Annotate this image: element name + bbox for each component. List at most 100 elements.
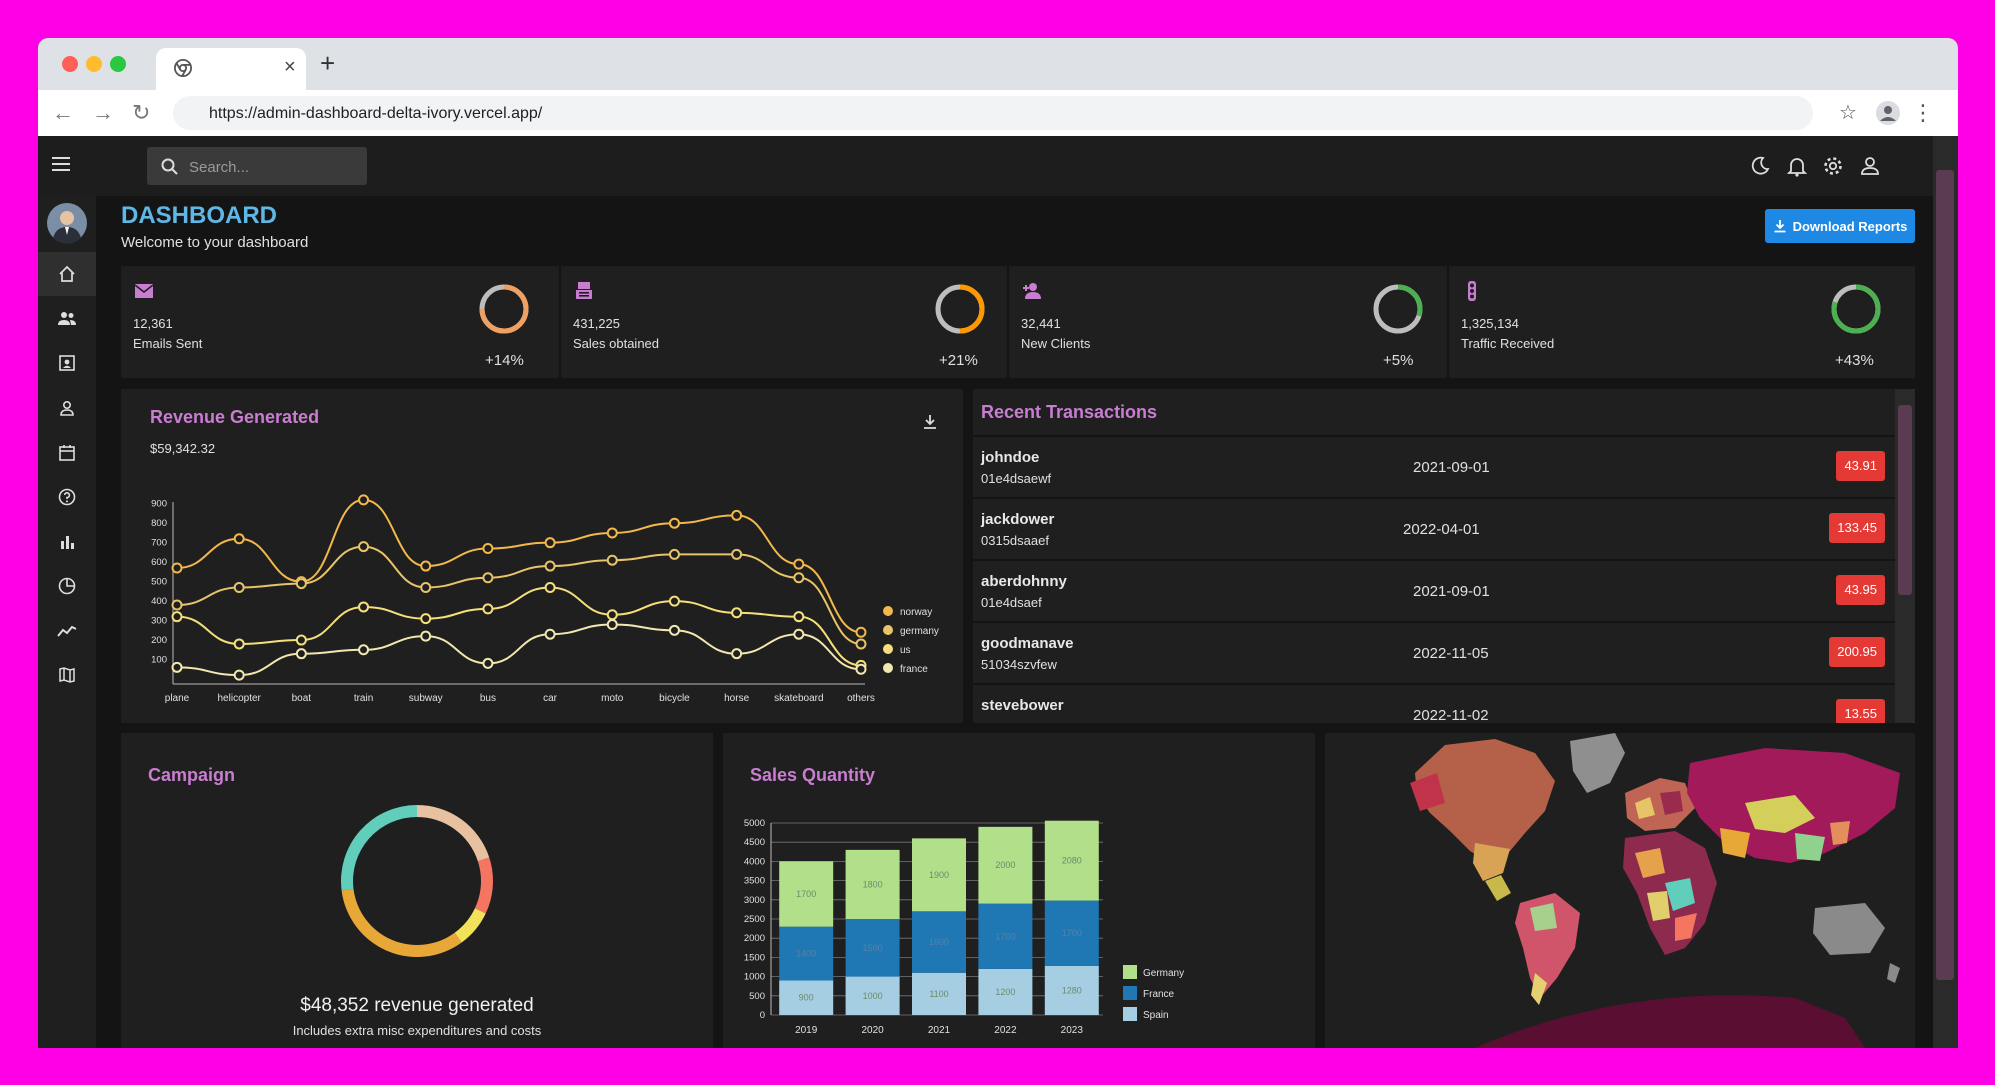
data-point[interactable] (793, 628, 805, 640)
data-point[interactable] (171, 562, 183, 574)
data-point[interactable] (668, 548, 680, 560)
data-point[interactable] (420, 613, 432, 625)
close-tab-icon[interactable]: × (284, 56, 296, 78)
bar-segment-spain[interactable] (779, 980, 834, 1015)
bar-segment-spain[interactable] (978, 968, 1033, 1015)
data-point[interactable] (731, 607, 743, 619)
data-point[interactable] (793, 558, 805, 570)
data-point[interactable] (606, 618, 618, 630)
bar-segment-spain[interactable] (845, 976, 900, 1015)
data-point[interactable] (171, 661, 183, 673)
transaction-row[interactable]: goodmanave 51034szvfew 2022-11-05 200.95 (973, 623, 1895, 685)
sidebar-item-faq[interactable] (38, 475, 96, 519)
forward-arrow-icon[interactable]: → (92, 100, 114, 125)
data-point[interactable] (731, 648, 743, 660)
data-point[interactable] (606, 609, 618, 621)
dark-mode-icon[interactable] (1748, 154, 1772, 178)
donut-slice[interactable] (454, 908, 486, 943)
bar-segment-germany[interactable] (912, 838, 966, 912)
sidebar-item-calendar[interactable] (38, 431, 96, 475)
sidebar-item-line-chart[interactable] (38, 609, 96, 653)
data-point[interactable] (793, 572, 805, 584)
bar-segment-germany[interactable] (1044, 820, 1099, 901)
sidebar-item-bar-chart[interactable] (38, 520, 96, 564)
bar-segment-france[interactable] (845, 919, 900, 977)
data-point[interactable] (544, 628, 556, 640)
data-point[interactable] (544, 560, 556, 572)
sidebar-item-geography[interactable] (38, 653, 96, 697)
data-point[interactable] (233, 669, 245, 681)
transaction-row[interactable]: aberdohnny 01e4dsaef 2021-09-01 43.95 (973, 561, 1895, 623)
back-arrow-icon[interactable]: ← (52, 100, 74, 125)
data-point[interactable] (420, 630, 432, 642)
data-point[interactable] (358, 494, 370, 506)
profile-avatar-icon[interactable] (1875, 100, 1901, 126)
data-point[interactable] (855, 663, 867, 675)
notifications-icon[interactable] (1785, 154, 1809, 178)
data-point[interactable] (482, 657, 494, 669)
maximize-window-button[interactable] (110, 56, 126, 72)
browser-menu-icon[interactable]: ⋮ (1912, 100, 1934, 125)
bar-segment-spain[interactable] (1044, 965, 1099, 1015)
donut-slice[interactable] (341, 805, 417, 891)
bar-segment-germany[interactable] (779, 861, 834, 927)
data-point[interactable] (482, 603, 494, 615)
data-point[interactable] (731, 548, 743, 560)
search-icon[interactable] (161, 158, 178, 175)
bar-segment-france[interactable] (912, 911, 966, 973)
sidebar-item-contacts[interactable] (38, 341, 96, 385)
donut-slice[interactable] (417, 805, 490, 862)
data-point[interactable] (668, 517, 680, 529)
data-point[interactable] (171, 611, 183, 623)
sidebar-item-pie-chart[interactable] (38, 564, 96, 608)
data-point[interactable] (420, 581, 432, 593)
data-point[interactable] (544, 581, 556, 593)
data-point[interactable] (295, 634, 307, 646)
url-field[interactable]: https://admin-dashboard-delta-ivory.verc… (173, 96, 1813, 130)
sidebar-item-team[interactable] (38, 297, 96, 341)
download-reports-button[interactable]: Download Reports (1765, 209, 1915, 243)
sidebar-item-dashboard[interactable] (38, 252, 96, 296)
download-icon[interactable] (921, 413, 939, 431)
data-point[interactable] (606, 554, 618, 566)
data-point[interactable] (668, 624, 680, 636)
hamburger-menu-icon[interactable] (52, 156, 70, 172)
transactions-scrollbar[interactable] (1895, 389, 1915, 723)
search-input[interactable] (187, 147, 361, 187)
user-profile-icon[interactable] (1858, 154, 1882, 178)
settings-gear-icon[interactable] (1821, 154, 1845, 178)
data-point[interactable] (731, 509, 743, 521)
data-point[interactable] (544, 537, 556, 549)
data-point[interactable] (482, 572, 494, 584)
data-point[interactable] (358, 541, 370, 553)
data-point[interactable] (233, 533, 245, 545)
data-point[interactable] (171, 599, 183, 611)
data-point[interactable] (295, 648, 307, 660)
data-point[interactable] (482, 543, 494, 555)
data-point[interactable] (855, 626, 867, 638)
data-point[interactable] (855, 638, 867, 650)
browser-tab[interactable]: × (156, 48, 306, 90)
bar-segment-germany[interactable] (978, 826, 1033, 904)
data-point[interactable] (233, 581, 245, 593)
page-scrollbar-thumb[interactable] (1936, 170, 1954, 980)
data-point[interactable] (358, 601, 370, 613)
new-tab-button[interactable]: + (320, 48, 336, 78)
reload-icon[interactable]: ↻ (132, 100, 151, 125)
data-point[interactable] (606, 527, 618, 539)
transaction-row[interactable]: stevebower 2022-11-02 13.55 (973, 685, 1895, 723)
transaction-row[interactable]: johndoe 01e4dsaewf 2021-09-01 43.91 (973, 437, 1895, 499)
data-point[interactable] (233, 638, 245, 650)
transactions-scroll-thumb[interactable] (1898, 405, 1912, 595)
data-point[interactable] (358, 644, 370, 656)
minimize-window-button[interactable] (86, 56, 102, 72)
bookmark-star-icon[interactable]: ☆ (1839, 102, 1857, 124)
user-avatar[interactable] (46, 202, 88, 244)
bar-segment-france[interactable] (779, 926, 834, 981)
data-point[interactable] (793, 611, 805, 623)
donut-slice[interactable] (474, 857, 493, 914)
bar-segment-france[interactable] (978, 903, 1033, 969)
close-window-button[interactable] (62, 56, 78, 72)
bar-segment-germany[interactable] (845, 849, 900, 919)
data-point[interactable] (668, 595, 680, 607)
